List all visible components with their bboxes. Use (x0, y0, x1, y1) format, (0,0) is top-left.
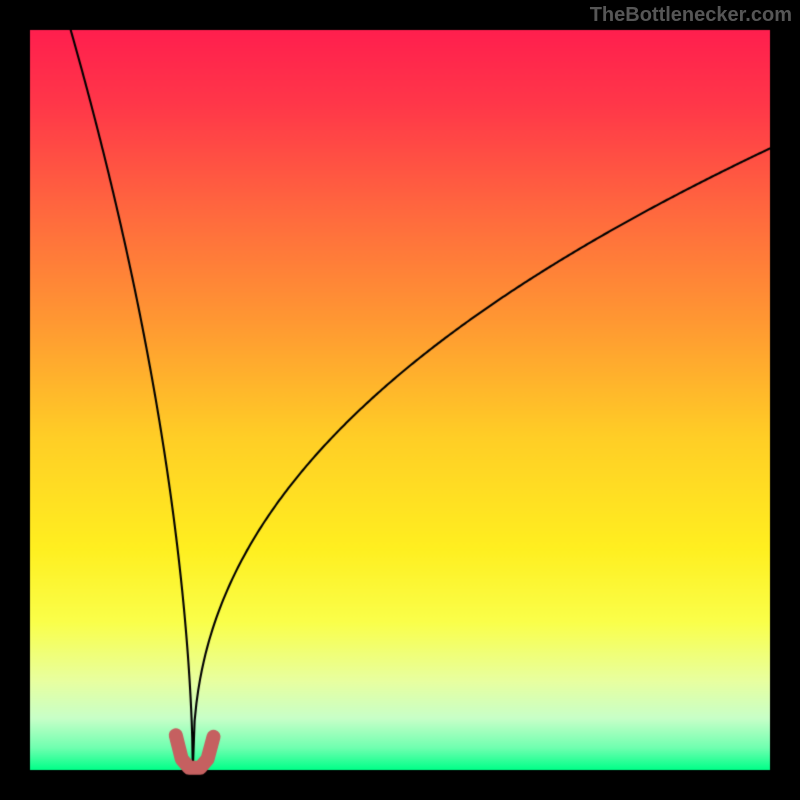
chart-root: TheBottlenecker.com (0, 0, 800, 800)
bottleneck-chart-canvas (0, 0, 800, 800)
